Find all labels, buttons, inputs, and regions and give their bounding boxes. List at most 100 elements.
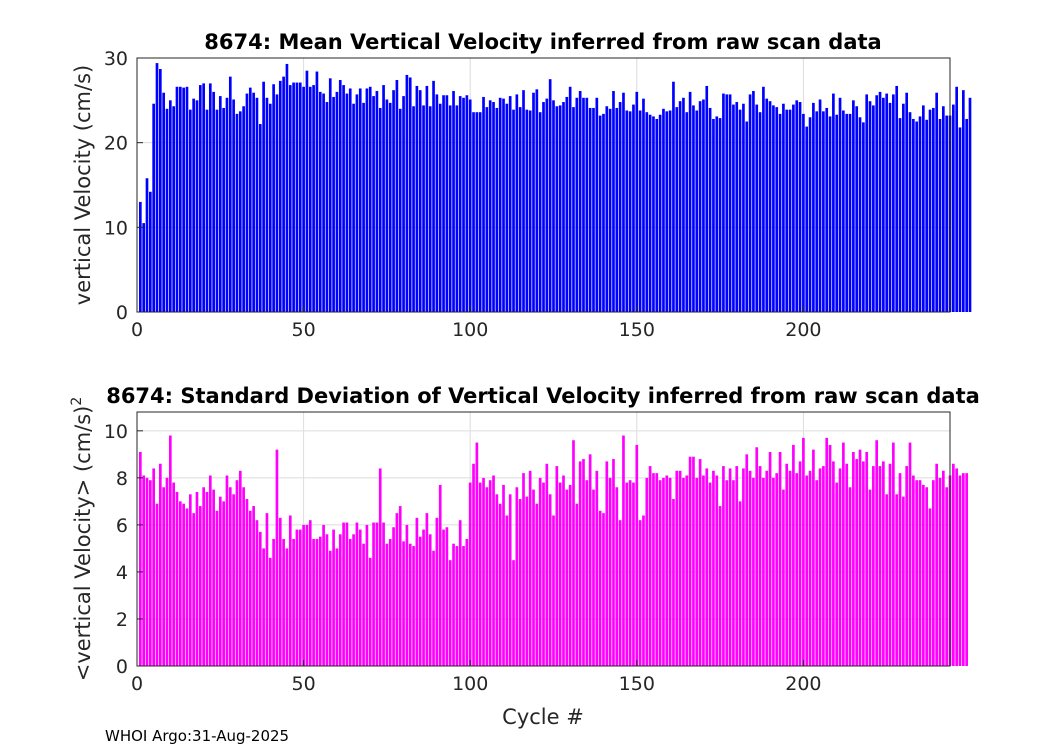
mean-velocity-bar (518, 107, 522, 312)
mean-velocity-bar (139, 201, 142, 312)
mean-velocity-bar (255, 97, 259, 312)
mean-velocity-bar (852, 100, 855, 312)
stddev-velocity-xtick-label: 100 (452, 673, 488, 695)
stddev-velocity-bar (415, 517, 419, 666)
stddev-velocity-bar (402, 541, 405, 666)
mean-velocity-bar (755, 104, 759, 312)
stddev-velocity-bar (895, 494, 899, 666)
stddev-velocity-bar (915, 480, 919, 666)
mean-velocity-bar (458, 96, 462, 312)
stddev-velocity-bar (945, 487, 949, 666)
stddev-velocity-bar (145, 477, 149, 666)
mean-velocity-bar (645, 112, 649, 312)
stddev-velocity-bar (575, 503, 579, 666)
mean-velocity-bar (868, 101, 872, 313)
mean-velocity-bar (345, 93, 349, 312)
stddev-velocity-ytick-label: 4 (116, 562, 128, 584)
mean-velocity-bar (608, 108, 612, 312)
stddev-velocity-bar (818, 468, 822, 666)
stddev-velocity-bar (198, 506, 202, 666)
stddev-velocity-bar (195, 491, 199, 666)
stddev-velocity-bar (378, 468, 382, 666)
mean-velocity-bar (388, 102, 392, 313)
stddev-velocity-bar (218, 496, 222, 666)
mean-velocity-bar (252, 92, 255, 313)
mean-velocity-ytick-label: 10 (104, 217, 128, 239)
stddev-velocity-bar (845, 463, 849, 666)
stddev-velocity-bar (525, 496, 529, 666)
stddev-velocity-bar (805, 475, 809, 666)
stddev-velocity-bar (912, 475, 915, 666)
stddev-velocity-bar (232, 494, 235, 666)
stddev-velocity-bar (625, 482, 629, 666)
mean-velocity-bar (212, 91, 215, 313)
stddev-velocity-bar (422, 529, 425, 666)
stddev-velocity-bar (288, 515, 292, 666)
stddev-velocity-bar (745, 454, 749, 666)
mean-velocity-bar (325, 102, 329, 312)
mean-velocity-bar (145, 178, 149, 312)
mean-velocity-bar (782, 103, 785, 312)
mean-velocity-bar (278, 80, 282, 312)
stddev-velocity-title: 8674: Standard Deviation of Vertical Vel… (106, 384, 980, 408)
stddev-velocity-bar (615, 487, 619, 666)
stddev-velocity-bar (139, 451, 142, 666)
mean-velocity-bar (775, 107, 779, 312)
mean-velocity-bar (332, 96, 335, 312)
mean-velocity-bar (572, 107, 575, 312)
mean-velocity-bar (732, 104, 735, 312)
stddev-velocity-bar (528, 470, 532, 666)
mean-velocity-xtick-label: 100 (452, 319, 488, 341)
stddev-velocity-bar (425, 513, 429, 666)
stddev-velocity-bar (245, 499, 249, 666)
stddev-velocity-bar (398, 506, 402, 666)
stddev-velocity-bar (632, 482, 635, 666)
mean-velocity-title: 8674: Mean Vertical Velocity inferred fr… (204, 30, 881, 54)
mean-velocity-bar (182, 87, 185, 312)
mean-velocity-bar (762, 86, 765, 312)
stddev-velocity-bar (688, 456, 692, 666)
stddev-velocity-bar (362, 543, 365, 666)
stddev-velocity-bar (842, 442, 845, 666)
stddev-velocity-bar (392, 527, 395, 666)
stddev-velocity-bar (348, 539, 352, 666)
mean-velocity-bar (158, 69, 162, 312)
stddev-velocity-bar (235, 480, 239, 666)
mean-velocity-bar (208, 83, 212, 313)
mean-velocity-bar (205, 109, 209, 313)
mean-velocity-bar (828, 116, 832, 312)
stddev-velocity-bar (602, 513, 605, 666)
stddev-velocity-bar (505, 515, 509, 666)
stddev-velocity-bar (658, 480, 662, 666)
mean-velocity-bar (445, 95, 449, 312)
stddev-velocity-bar (892, 442, 895, 666)
stddev-velocity-bar (168, 435, 172, 666)
mean-velocity-bar (335, 91, 339, 313)
mean-velocity-bar (758, 112, 762, 312)
stddev-velocity-bar (712, 470, 715, 666)
mean-velocity-bar (545, 98, 549, 312)
stddev-velocity-bar (752, 477, 755, 666)
mean-velocity-bar (818, 99, 822, 313)
mean-velocity-bar (385, 99, 389, 313)
mean-velocity-bar (855, 106, 859, 312)
stddev-velocity-bar (212, 489, 215, 666)
mean-velocity-bar (402, 96, 405, 312)
stddev-velocity-ylabel-group: <vertical Velocity> (cm/s)2 (69, 397, 95, 682)
stddev-velocity-bar (705, 468, 709, 666)
stddev-velocity-bar (535, 503, 539, 666)
mean-velocity-bar (342, 85, 345, 312)
stddev-velocity-bar (582, 459, 585, 666)
stddev-velocity-bar (612, 459, 615, 666)
stddev-velocity-ytick-label: 8 (116, 468, 128, 490)
stddev-velocity-bar (412, 546, 415, 666)
stddev-velocity-bar (785, 463, 789, 666)
mean-velocity-bar (472, 112, 475, 312)
stddev-velocity-bar (298, 529, 302, 666)
mean-velocity-bar (892, 94, 895, 312)
mean-velocity-bar (805, 126, 809, 312)
mean-velocity-bar (202, 83, 205, 313)
mean-velocity-bar (322, 93, 325, 312)
mean-velocity-bar (558, 105, 562, 312)
mean-velocity-bar (888, 102, 892, 313)
